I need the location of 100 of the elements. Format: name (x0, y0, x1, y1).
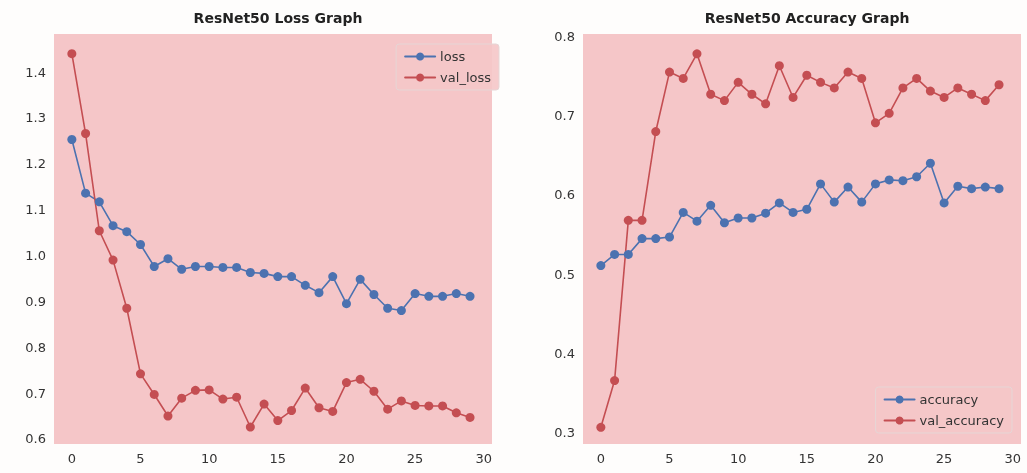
point (994, 80, 1004, 90)
point (218, 394, 228, 404)
y-tick-label: 0.6 (554, 187, 575, 203)
point (177, 264, 187, 274)
point (355, 274, 365, 284)
point (396, 396, 406, 406)
point (94, 226, 104, 236)
point (788, 92, 798, 102)
point (967, 184, 977, 194)
point (245, 267, 255, 277)
point (465, 412, 475, 422)
y-tick-label: 1.1 (25, 202, 46, 218)
point (355, 374, 365, 384)
y-tick-label: 0.7 (25, 385, 46, 401)
point (719, 218, 729, 228)
point (273, 272, 283, 282)
point (465, 291, 475, 301)
point (259, 268, 269, 278)
point (610, 249, 620, 259)
point (369, 289, 379, 299)
point (81, 129, 91, 139)
point (163, 411, 173, 421)
x-tick-label: 25 (406, 451, 424, 466)
point (396, 306, 406, 316)
point (939, 92, 949, 102)
point (898, 83, 908, 93)
point (259, 399, 269, 409)
y-tick-label: 0.8 (554, 28, 575, 44)
point (108, 255, 118, 265)
point (383, 303, 393, 313)
point (610, 376, 620, 386)
y-tick-label: 1.3 (25, 110, 46, 126)
x-tick-label: 10 (729, 451, 747, 466)
point (300, 280, 310, 290)
point (108, 221, 118, 231)
point (328, 406, 338, 416)
point (122, 227, 132, 237)
x-tick-label: 0 (596, 451, 605, 466)
point (774, 198, 784, 208)
point (925, 86, 935, 96)
y-tick-label: 0.9 (25, 293, 46, 309)
point (369, 386, 379, 396)
legend-label: loss (440, 49, 466, 64)
point (665, 232, 674, 242)
point (816, 77, 826, 87)
point (870, 179, 880, 189)
point (733, 77, 743, 87)
point (925, 158, 935, 168)
point (341, 299, 351, 309)
point (232, 392, 242, 402)
point (967, 89, 977, 99)
point (122, 303, 132, 313)
point (747, 213, 757, 223)
point (177, 393, 187, 403)
point (706, 89, 716, 99)
point (843, 67, 853, 77)
point (424, 291, 434, 301)
x-tick-label: 30 (1004, 451, 1022, 466)
point (774, 61, 784, 71)
point (980, 96, 990, 106)
point (273, 416, 283, 426)
y-tick-label: 0.3 (554, 425, 575, 441)
x-tick-label: 25 (935, 451, 953, 466)
point (596, 261, 606, 271)
point (912, 73, 922, 83)
x-tick-label: 20 (338, 451, 355, 466)
x-tick-label: 15 (798, 451, 816, 466)
point (623, 249, 633, 259)
legend-label: accuracy (919, 392, 979, 407)
point (980, 182, 990, 192)
point (314, 403, 324, 413)
point (857, 197, 867, 207)
point (451, 408, 461, 418)
point (438, 401, 448, 411)
point (300, 383, 310, 393)
point (424, 401, 434, 411)
chart-title: ResNet50 Loss Graph (193, 10, 363, 26)
point (438, 291, 448, 301)
point (692, 216, 702, 226)
point (898, 176, 908, 186)
point (802, 70, 812, 80)
point (788, 207, 798, 217)
chart-title: ResNet50 Accuracy Graph (704, 10, 910, 26)
point (410, 289, 420, 299)
point (637, 215, 647, 225)
point (287, 406, 297, 416)
point (204, 385, 214, 395)
point (314, 288, 324, 298)
point (733, 213, 743, 223)
point (816, 179, 826, 189)
point (245, 422, 255, 432)
point (912, 172, 922, 182)
point (451, 289, 461, 299)
point (747, 89, 757, 99)
point (884, 108, 894, 118)
x-tick-label: 10 (200, 451, 218, 466)
point (651, 127, 661, 137)
x-tick-label: 30 (475, 451, 493, 466)
point (328, 272, 338, 282)
point (341, 378, 351, 388)
